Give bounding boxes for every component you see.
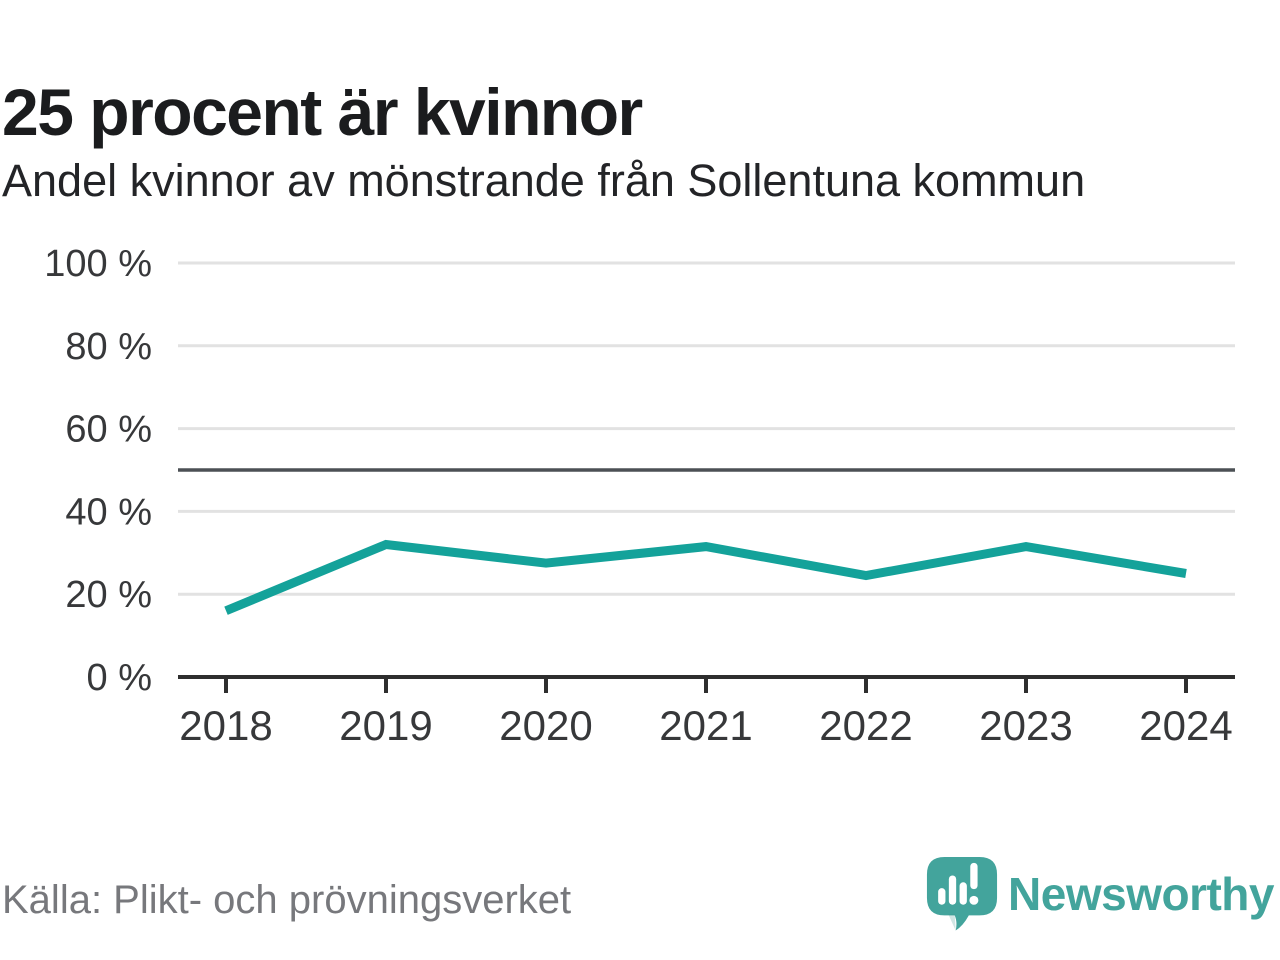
x-axis-tick-label: 2024	[1139, 702, 1232, 749]
brand-wordmark: Newsworthy	[1008, 867, 1274, 920]
y-axis-tick-label: 80 %	[65, 326, 152, 368]
x-axis-tick-label: 2019	[339, 702, 432, 749]
chart-subtitle: Andel kvinnor av mönstrande från Sollent…	[2, 155, 1086, 206]
chart-title: 25 procent är kvinnor	[2, 75, 643, 150]
source-note: Källa: Plikt- och prövningsverket	[2, 878, 572, 922]
x-axis-tick-label: 2023	[979, 702, 1072, 749]
newsworthy-logo-icon	[926, 856, 998, 931]
x-axis-tick-label: 2018	[179, 702, 272, 749]
y-axis-tick-label: 20 %	[65, 574, 152, 616]
brand-lockup: Newsworthy	[925, 855, 1274, 932]
y-axis-tick-label: 60 %	[65, 409, 152, 451]
y-axis-tick-label: 40 %	[65, 491, 152, 533]
x-axis-tick-label: 2021	[659, 702, 752, 749]
y-axis-tick-label: 100 %	[44, 243, 152, 285]
x-axis-tick-label: 2020	[499, 702, 592, 749]
y-axis-tick-label: 0 %	[87, 657, 152, 699]
data-line	[224, 539, 1187, 615]
x-axis-tick-label: 2022	[819, 702, 912, 749]
